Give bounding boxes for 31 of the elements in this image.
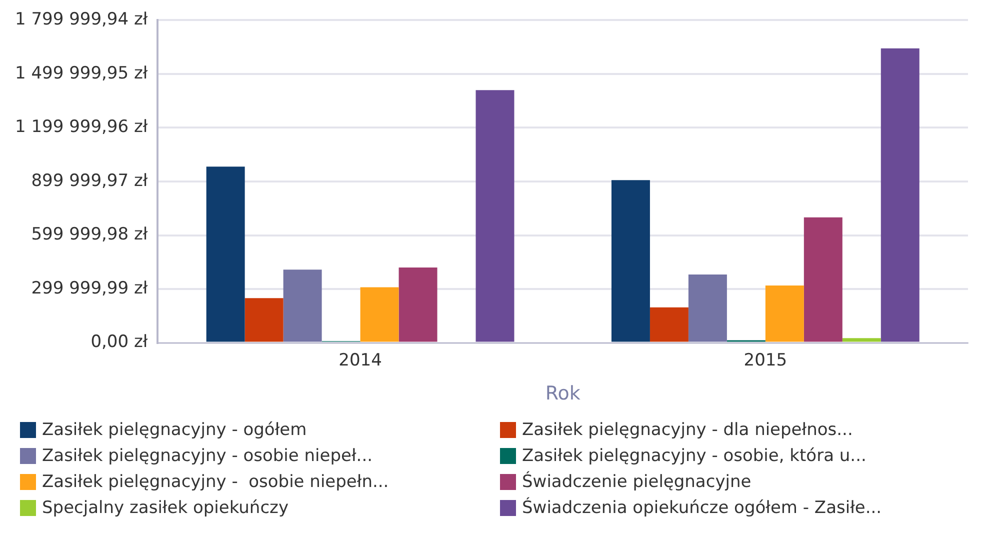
bar xyxy=(476,90,514,342)
bar xyxy=(842,338,881,342)
y-tick-label: 1 799 999,94 zł xyxy=(14,10,148,30)
bar xyxy=(360,287,399,342)
legend-label: Świadczenie pielęgnacyjne xyxy=(522,472,752,492)
x-axis-title: Rok xyxy=(545,382,580,405)
bar xyxy=(650,307,688,342)
bar xyxy=(804,217,842,342)
y-tick-label: 0,00 zł xyxy=(90,332,148,352)
bar xyxy=(880,48,920,342)
y-tick-label: 899 999,97 zł xyxy=(31,170,148,191)
bar xyxy=(611,180,650,342)
legend-label: Zasiłek pielęgnacyjny - osobie, która u... xyxy=(522,446,866,466)
x-tick-label: 2015 xyxy=(744,350,788,370)
legend-label: Zasiłek pielęgnacyjny - osobie niepeł... xyxy=(42,446,373,466)
bar xyxy=(206,166,245,342)
x-tick-label: 2014 xyxy=(338,350,382,370)
legend-label: Specjalny zasiłek opiekuńczy xyxy=(42,498,289,518)
bar xyxy=(765,285,804,342)
legend-label: Zasiłek pielęgnacyjny - dla niepełnos... xyxy=(522,420,853,440)
bar xyxy=(244,298,284,342)
legend-label: Zasiłek pielęgnacyjny - osobie niepełn... xyxy=(42,472,389,492)
bar xyxy=(398,268,438,342)
y-tick-label: 599 999,98 zł xyxy=(31,224,148,245)
bar xyxy=(283,270,322,342)
y-tick-label: 1 199 999,96 zł xyxy=(14,117,148,138)
bar xyxy=(688,274,727,342)
legend-label: Świadczenia opiekuńcze ogółem - Zasiłe... xyxy=(522,498,882,518)
y-tick-label: 299 999,99 zł xyxy=(31,278,148,298)
y-tick-label: 1 499 999,95 zł xyxy=(14,63,148,84)
legend-label: Zasiłek pielęgnacyjny - ogółem xyxy=(42,420,307,440)
